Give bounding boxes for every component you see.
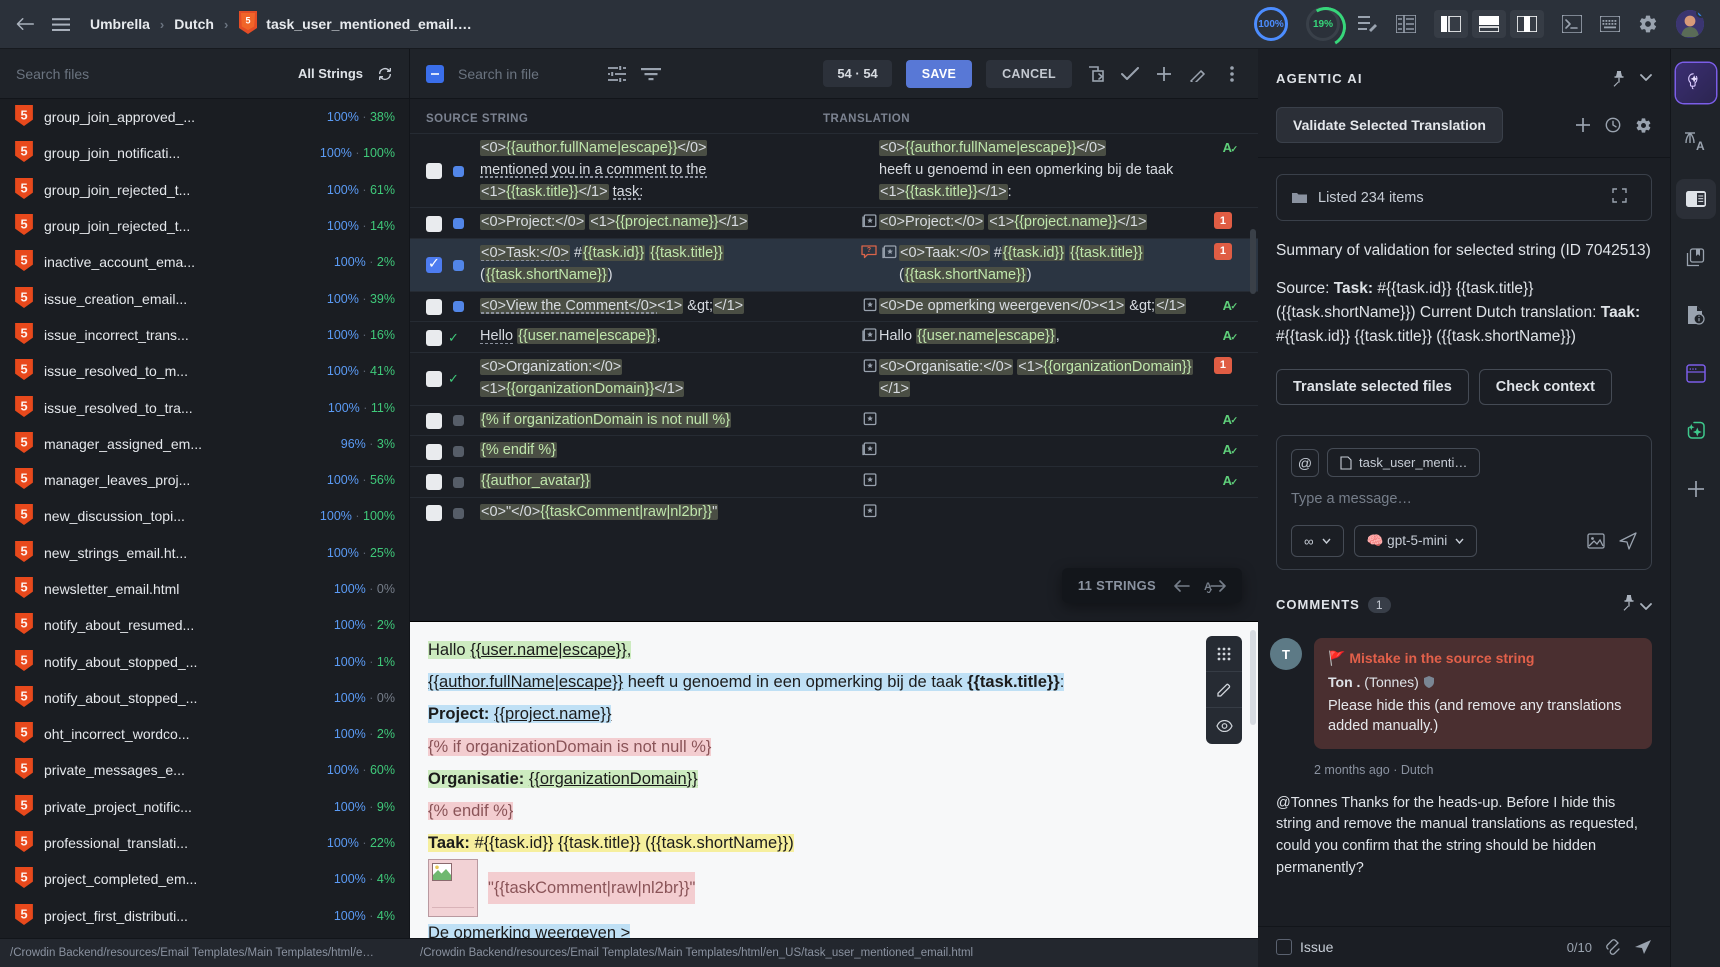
svg-text:5: 5 xyxy=(20,906,27,921)
svg-text:A: A xyxy=(1696,139,1705,151)
svg-text:5: 5 xyxy=(20,652,27,667)
svg-text:5: 5 xyxy=(20,725,27,740)
svg-text:5: 5 xyxy=(20,144,27,159)
svg-text:5: 5 xyxy=(20,180,27,195)
svg-text:5: 5 xyxy=(20,689,27,704)
svg-text:5: 5 xyxy=(246,16,251,26)
svg-text:5: 5 xyxy=(20,870,27,885)
svg-text:5: 5 xyxy=(20,362,27,377)
svg-text:5: 5 xyxy=(20,834,27,849)
svg-text:5: 5 xyxy=(20,326,27,341)
svg-text:5: 5 xyxy=(20,507,27,522)
svg-text:5: 5 xyxy=(20,471,27,486)
svg-text:5: 5 xyxy=(20,289,27,304)
svg-text:5: 5 xyxy=(20,616,27,631)
svg-text:5: 5 xyxy=(20,580,27,595)
svg-text:5: 5 xyxy=(20,398,27,413)
svg-text:5: 5 xyxy=(20,217,27,232)
svg-text:5: 5 xyxy=(20,434,27,449)
svg-text:5: 5 xyxy=(20,797,27,812)
svg-text:5: 5 xyxy=(20,543,27,558)
svg-text:5: 5 xyxy=(20,108,27,123)
svg-text:?: ? xyxy=(867,247,871,254)
svg-text:5: 5 xyxy=(20,253,27,268)
svg-text:5: 5 xyxy=(20,761,27,776)
